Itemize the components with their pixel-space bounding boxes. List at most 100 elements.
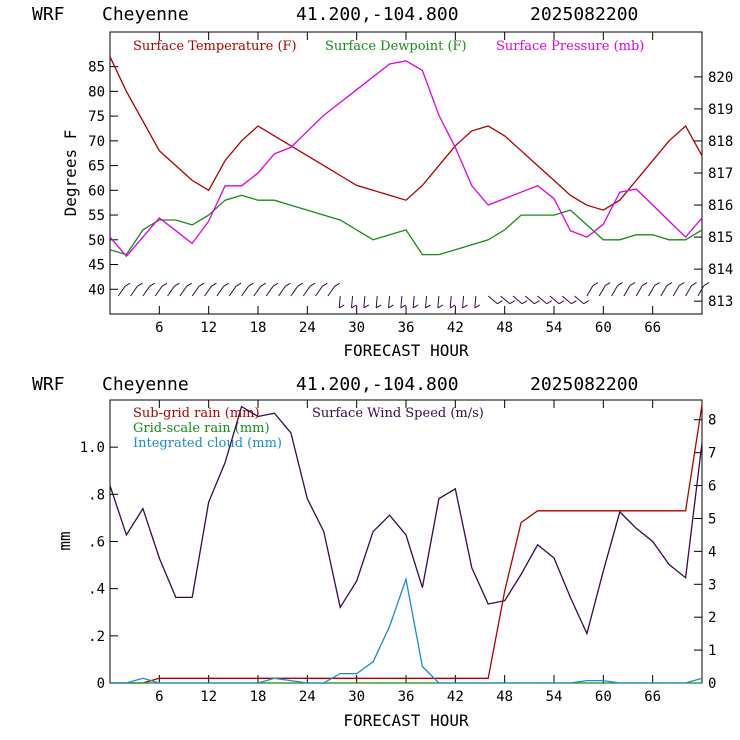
wind-barb xyxy=(537,295,548,305)
wind-barb xyxy=(574,295,585,305)
y2-tick-label: 6 xyxy=(708,479,716,495)
y-tick-label: 0 xyxy=(97,676,105,692)
wind-barb xyxy=(685,285,692,297)
wind-barb-flag xyxy=(322,282,328,287)
y2-tick-label: 2 xyxy=(708,610,716,626)
chart-1-legend-dewpoint: Surface Dewpoint (F) xyxy=(325,39,467,54)
wind-barb-flag xyxy=(571,300,577,305)
y-tick-label: 55 xyxy=(88,208,105,224)
wind-barb xyxy=(216,285,225,297)
wind-barb xyxy=(512,295,523,305)
wind-barb xyxy=(697,285,705,297)
chart-2-y-right-ticks: 0 1 2 3 4 5 6 7 8 xyxy=(694,413,716,692)
wind-barb-flag xyxy=(198,282,205,287)
x-tick-label: 12 xyxy=(200,689,217,705)
surface-pressure-mb-line xyxy=(109,60,703,258)
x-tick-label: 60 xyxy=(595,320,612,336)
y2-tick-label: 816 xyxy=(708,198,733,214)
chart-1-station: Cheyenne xyxy=(102,4,189,25)
wind-barb-flag xyxy=(174,282,180,287)
y-tick-label: 85 xyxy=(88,60,105,76)
chart-2-station: Cheyenne xyxy=(102,374,189,395)
wind-barb-flag xyxy=(437,304,444,309)
x-tick-label: 24 xyxy=(299,320,316,336)
wind-barb-flag xyxy=(412,304,419,309)
wind-barb-flag xyxy=(297,282,304,287)
wind-barb xyxy=(500,295,511,305)
wind-barb xyxy=(549,295,560,305)
y2-tick-label: 819 xyxy=(708,102,733,118)
wind-barb xyxy=(315,285,323,297)
x-tick-label: 54 xyxy=(546,320,563,336)
wind-barb xyxy=(154,285,163,297)
chart-2-model: WRF xyxy=(32,374,65,395)
wind-barb-flag xyxy=(583,300,590,305)
wind-barb-flag xyxy=(363,304,370,309)
wind-barb xyxy=(142,285,151,297)
wind-barb xyxy=(462,295,465,308)
wind-barb-flag xyxy=(161,282,168,287)
wind-barb-flag xyxy=(235,282,242,287)
x-tick-label: 24 xyxy=(299,689,316,705)
wind-barb xyxy=(228,285,237,297)
chart-1-y-left-ticks: 40 45 50 55 60 65 70 75 80 85 xyxy=(88,60,118,298)
wind-barb-flag xyxy=(449,304,456,309)
wind-barb xyxy=(487,295,498,305)
chart-1-wind-barbs xyxy=(117,282,710,309)
x-tick-label: 54 xyxy=(546,689,563,705)
x-tick-label: 36 xyxy=(398,320,415,336)
chart-2-legend-cloud: Integrated cloud (mm) xyxy=(133,436,282,451)
x-tick-label: 66 xyxy=(644,320,661,336)
chart-1-y-right-ticks: 813 814 815 816 817 818 819 820 xyxy=(694,70,733,310)
y-tick-label: 65 xyxy=(88,159,105,175)
y-tick-label: 50 xyxy=(88,233,105,249)
wind-barb-flag xyxy=(462,304,468,309)
y-tick-label: 45 xyxy=(88,258,105,274)
wind-barb xyxy=(611,285,618,297)
wind-barb xyxy=(425,295,428,308)
wind-barb-flag xyxy=(678,282,685,287)
y-tick-label: 70 xyxy=(88,134,105,150)
wind-barb-flag xyxy=(388,304,394,309)
wind-barb xyxy=(437,295,440,308)
y-tick-label: .8 xyxy=(88,487,105,503)
x-tick-label: 6 xyxy=(155,689,163,705)
wind-barb xyxy=(179,285,188,297)
y2-tick-label: 4 xyxy=(708,544,716,560)
y-tick-label: .2 xyxy=(88,629,105,645)
y-tick-label: 40 xyxy=(88,282,105,298)
wind-barb-flag xyxy=(400,304,407,309)
wind-barb xyxy=(204,285,212,297)
x-tick-label: 6 xyxy=(155,320,163,336)
wind-barb-flag xyxy=(592,282,599,287)
wind-barb-flag xyxy=(497,300,503,305)
y-tick-label: 1.0 xyxy=(80,440,105,456)
y2-tick-label: 817 xyxy=(708,166,733,182)
wind-barb xyxy=(648,285,655,297)
wind-barb-flag xyxy=(375,304,382,309)
wind-barb-flag xyxy=(703,282,710,287)
y2-tick-label: 820 xyxy=(708,70,733,86)
wind-barb xyxy=(191,285,200,297)
x-tick-label: 18 xyxy=(250,689,267,705)
y2-tick-label: 815 xyxy=(708,230,733,246)
x-tick-label: 42 xyxy=(447,689,464,705)
wind-barb-flag xyxy=(474,304,481,309)
y2-tick-label: 818 xyxy=(708,134,733,150)
y-tick-label: .6 xyxy=(88,535,105,551)
wind-barb xyxy=(524,295,535,305)
wind-barb-flag xyxy=(425,304,431,309)
x-tick-label: 48 xyxy=(496,689,513,705)
surface-dewpoint-f-line xyxy=(109,194,703,256)
chart-1-legend-pressure: Surface Pressure (mb) xyxy=(496,39,644,54)
y-tick-label: 60 xyxy=(88,183,105,199)
chart-1-y-axis-label: Degrees F xyxy=(61,130,80,217)
y2-tick-label: 0 xyxy=(708,676,716,692)
x-tick-label: 42 xyxy=(447,320,464,336)
wind-barb xyxy=(338,295,341,308)
wind-barb xyxy=(253,285,262,297)
wind-barb-flag xyxy=(691,282,697,287)
wind-barb xyxy=(327,285,336,297)
wind-barb-flag xyxy=(309,282,316,287)
chart-2-y-axis-label: mm xyxy=(55,531,74,550)
